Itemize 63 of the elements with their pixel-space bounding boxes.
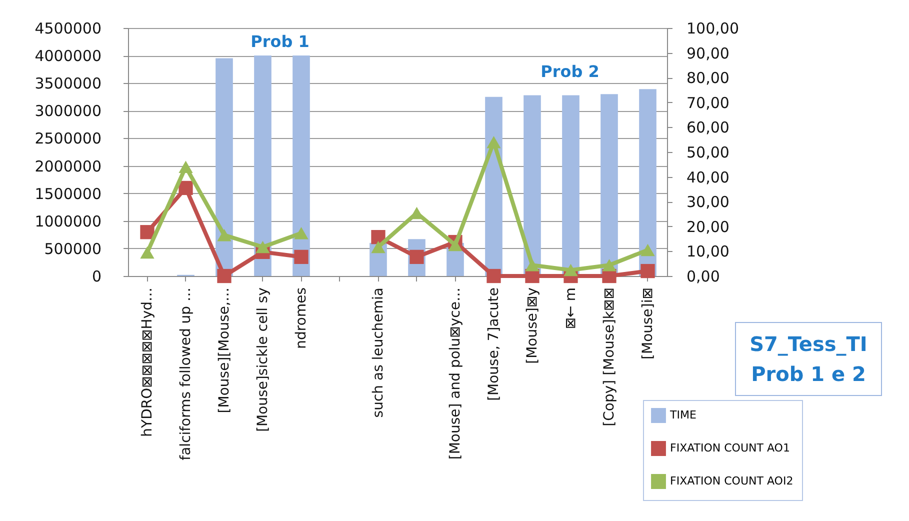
bar <box>562 95 580 276</box>
bar <box>292 56 310 276</box>
y2-tick-label: 10,00 <box>686 242 730 261</box>
point <box>486 268 501 284</box>
y-tick-label: 2000000 <box>34 157 102 176</box>
x-tick-label: [Mouse, 7]acute <box>486 288 502 401</box>
x-tick-label: ⊠← m <box>562 288 579 330</box>
point <box>178 180 193 196</box>
point <box>602 258 616 272</box>
point <box>140 246 154 259</box>
text: S7_Tess_TI Prob 1 e 2 <box>735 322 882 396</box>
point <box>140 225 154 240</box>
y2-tick-label: 60,00 <box>686 118 730 137</box>
y-tick-label: 2500000 <box>34 130 102 148</box>
y-tick-label: 1000000 <box>34 212 102 230</box>
point <box>448 238 462 252</box>
point <box>217 228 232 242</box>
point <box>217 268 232 284</box>
point <box>640 264 655 278</box>
bar <box>254 56 272 276</box>
bar <box>216 58 233 276</box>
point <box>178 160 193 174</box>
y-tick-label: 4000000 <box>34 47 102 66</box>
y2-tick-label: 90,00 <box>686 44 730 62</box>
point <box>294 226 308 240</box>
y2-tick-label: 100,00 <box>686 20 739 38</box>
y2-tick-label: 40,00 <box>686 168 730 186</box>
y-tick-label: 4500000 <box>34 20 102 38</box>
x-tick-label: [Mouse]⊠y <box>524 288 540 364</box>
y-tick-label: 500000 <box>44 240 102 258</box>
x-tick-label: ndromes <box>293 288 310 349</box>
legend-label: TIME <box>669 408 696 422</box>
y-tick-label: 0 <box>92 268 102 286</box>
legend-label: FIXATION COUNT AO1 <box>670 442 790 454</box>
y2-tick-label: 0,00 <box>686 268 720 286</box>
x-tick-label: such as leuchemia <box>370 288 386 418</box>
y2-tick-label: 70,00 <box>686 94 730 112</box>
point <box>640 244 655 256</box>
x-tick-label: hYDRO⊠⊠⊠⊠⊠Hyd… <box>139 288 156 437</box>
bar <box>524 95 541 276</box>
legend-label: FIXATION COUNT AOI2 <box>670 474 794 488</box>
x-tick-label: [Mouse] and polu⊠yce… <box>447 288 464 460</box>
point <box>525 258 540 272</box>
x-tick-label: [Mouse][Mouse,… <box>216 288 232 414</box>
y2-tick-label: 20,00 <box>686 218 730 236</box>
annotation: Prob 1 <box>250 32 310 51</box>
point <box>371 240 386 254</box>
x-tick-label: falciforms followed up … <box>178 288 194 460</box>
y2-tick-label: 50,00 <box>686 144 730 162</box>
point <box>294 250 308 264</box>
y-tick-label: 3500000 <box>34 74 102 93</box>
y2-tick-label: 80,00 <box>686 69 730 88</box>
point <box>486 136 501 148</box>
annotation: Prob 2 <box>540 62 600 81</box>
bar <box>600 94 618 276</box>
x-tick-label: [Copy] [Mouse]k⊠⊠ <box>601 288 618 426</box>
x-tick-label: [Mouse]sickle cell sy <box>254 288 271 432</box>
y-tick-label: 3000000 <box>34 102 102 120</box>
y2-tick-label: 30,00 <box>686 193 730 212</box>
point <box>564 264 578 276</box>
x-tick-label: [Mouse]i⊠ <box>640 288 656 360</box>
y-tick-label: 1500000 <box>34 184 102 203</box>
point <box>256 240 270 254</box>
